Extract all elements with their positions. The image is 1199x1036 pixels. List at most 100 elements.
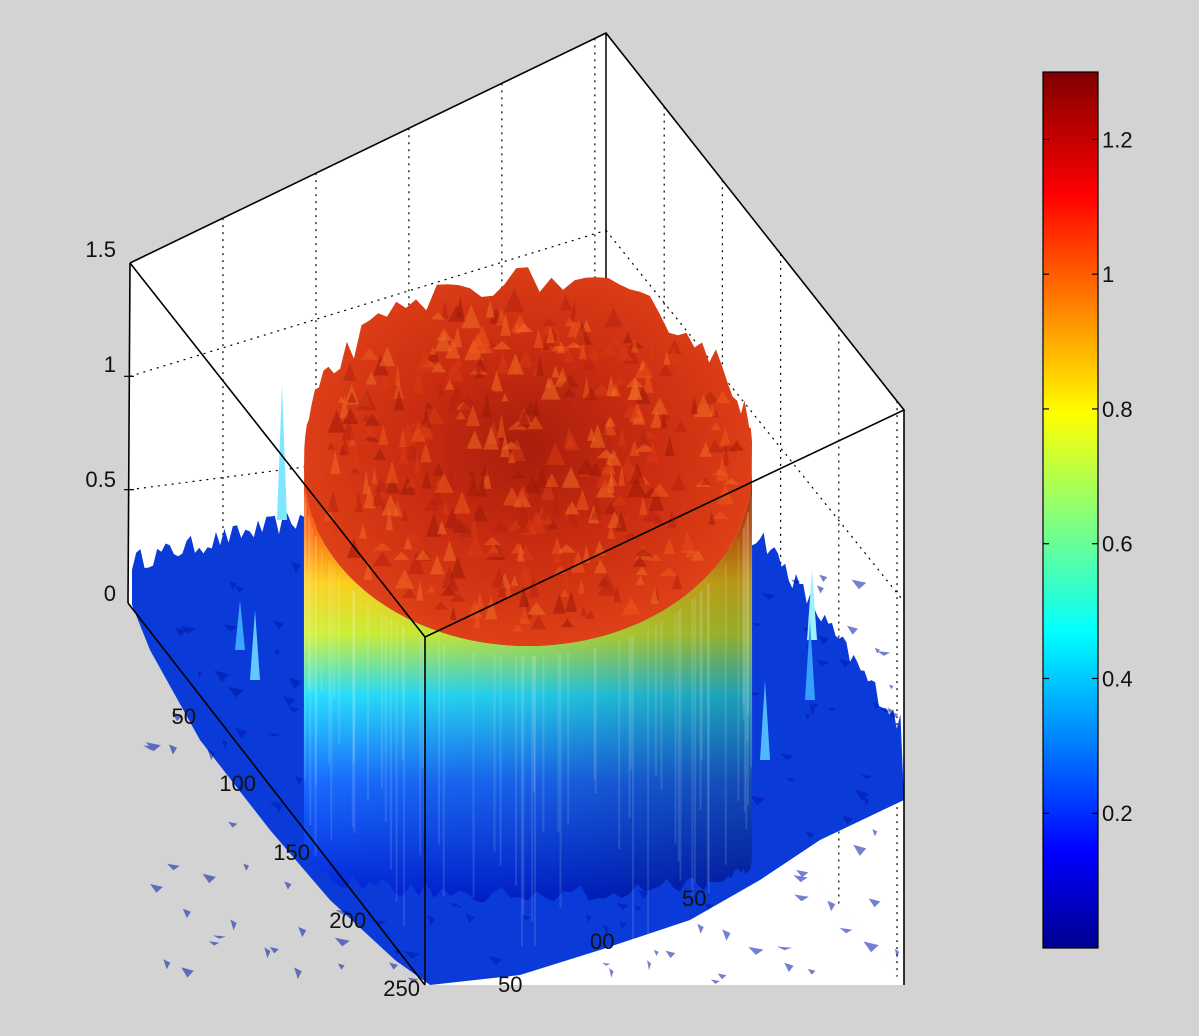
plateau-fleck [612,585,622,603]
plateau-fleck [650,409,663,428]
plateau-fleck [541,343,551,351]
plateau-fleck [708,438,722,453]
plateau-fleck [560,390,572,412]
plateau-fleck [711,511,730,520]
plateau-fleck [545,442,566,465]
plateau-fleck [653,512,663,524]
plateau-fleck [407,551,425,575]
plateau-fleck [506,353,524,375]
plateau-fleck [586,497,605,515]
z-tick-label: 1.5 [85,237,116,262]
plateau-fleck [515,485,531,498]
plateau-fleck [604,307,623,328]
plateau-fleck [347,391,357,403]
plateau-fleck [372,484,385,507]
plateau-fleck [526,602,547,615]
plateau-fleck [444,379,455,390]
plateau-fleck [579,339,587,360]
plateau-fleck [551,364,560,378]
plateau-fleck [455,350,462,367]
surface-spike [805,620,815,700]
plateau-fleck [502,486,521,506]
plateau-fleck [456,296,465,318]
plateau-fleck [552,545,562,563]
plateau-fleck [365,371,378,385]
plateau-fleck [507,420,528,430]
colorbar-tick-label: 0.8 [1102,397,1133,422]
plateau-fleck [565,341,583,348]
plateau-fleck [621,598,641,615]
plateau-fleck [660,410,672,420]
plateau-fleck [476,449,494,468]
plateau-fleck [424,401,433,409]
plateau-fleck [599,415,608,438]
plateau-fleck [556,544,577,553]
plateau-fleck [630,338,639,353]
plateau-fleck [663,350,671,365]
plateau-fleck [710,422,722,431]
plateau-fleck [561,618,574,628]
plateau-fleck [398,422,417,446]
plateau-fleck [523,566,533,588]
plateau-fleck [467,470,478,477]
plateau-fleck [477,579,488,588]
plateau-fleck [729,440,744,451]
plateau-fleck [453,491,471,514]
plateau-fleck [381,369,389,390]
box-floor-left-edge [127,602,426,986]
plateau-fleck [402,588,417,598]
z-tick-label: 0.5 [85,467,116,492]
plateau-fleck [357,389,377,411]
plateau-fleck [480,462,490,476]
plateau-fleck [597,573,617,596]
plateau-fleck [361,414,373,422]
plateau-fleck [429,344,437,355]
surface-spike [760,680,770,760]
y-tick-label: 200 [329,908,366,933]
plateau-fleck [407,419,427,430]
plateau-fleck [635,442,655,452]
plateau-fleck [446,578,460,592]
plateau-fleck [636,575,645,585]
colorbar-tick-label: 0.6 [1102,532,1133,557]
plateau-fleck [378,424,389,445]
plateau-fleck [394,364,401,386]
plateau-fleck [639,496,648,515]
plateau-fleck [663,538,676,555]
plateau-fleck [477,476,488,497]
plateau-fleck [606,524,616,539]
plateau-fleck [578,578,585,594]
plateau-fleck [330,450,341,475]
plateau-fleck [607,469,615,493]
plateau-fleck [533,328,544,348]
plateau-fleck [584,387,598,400]
plateau-fleck [518,585,529,607]
plateau-fleck [359,436,371,444]
plateau-fleck [570,550,586,573]
surface [132,267,904,985]
plateau-fleck [484,546,504,557]
plateau-fleck [523,399,539,415]
plateau-fleck [363,484,376,509]
plateau-fleck [627,377,643,400]
colorbar-tick-label: 1.2 [1102,127,1133,152]
plateau-fleck [556,367,569,384]
plateau-fleck [590,505,603,520]
plateau-fleck [434,472,454,493]
plateau-fleck [516,503,530,526]
plateau-fleck [527,416,544,430]
surface-spikes [235,385,817,760]
plateau-fleck [416,422,434,438]
plateau-fleck [694,394,713,418]
surface-wall-streaks [303,493,753,947]
plateau-fleck [455,411,466,420]
plateau-fleck [553,593,566,614]
plateau-fleck [398,444,409,464]
plateau-fleck [447,512,462,530]
plateau-fleck [611,494,629,506]
plateau-fleck [530,615,546,630]
plateau-fleck [484,596,498,620]
plateau-fleck [671,572,683,590]
plateau-fleck [518,349,533,367]
